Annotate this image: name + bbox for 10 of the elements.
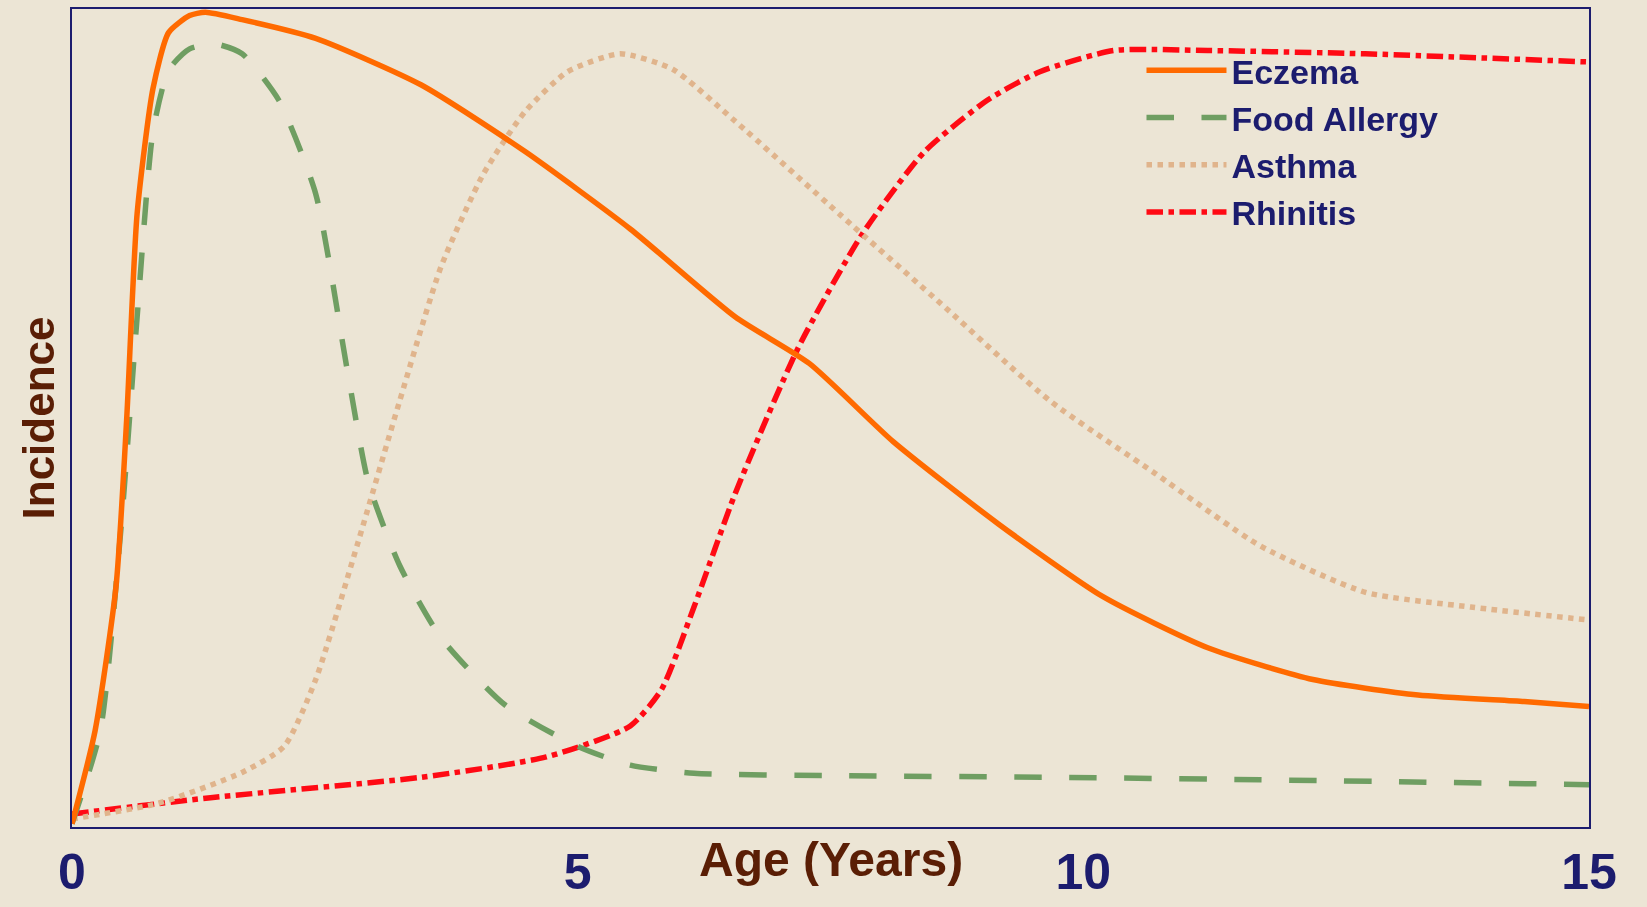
x-tick-label: 5 (563, 844, 592, 900)
y-axis-title: Incidence (13, 316, 63, 520)
x-tick-label: 15 (1561, 844, 1617, 900)
legend-label: Rhinitis (1231, 194, 1357, 233)
legend-label: Food Allergy (1231, 99, 1439, 138)
x-axis-title: Age (Years) (699, 833, 964, 886)
x-tick-label: 10 (1055, 844, 1112, 900)
legend-label: Asthma (1231, 146, 1358, 185)
x-tick-label: 0 (58, 844, 86, 900)
legend-label: Eczema (1231, 52, 1360, 91)
